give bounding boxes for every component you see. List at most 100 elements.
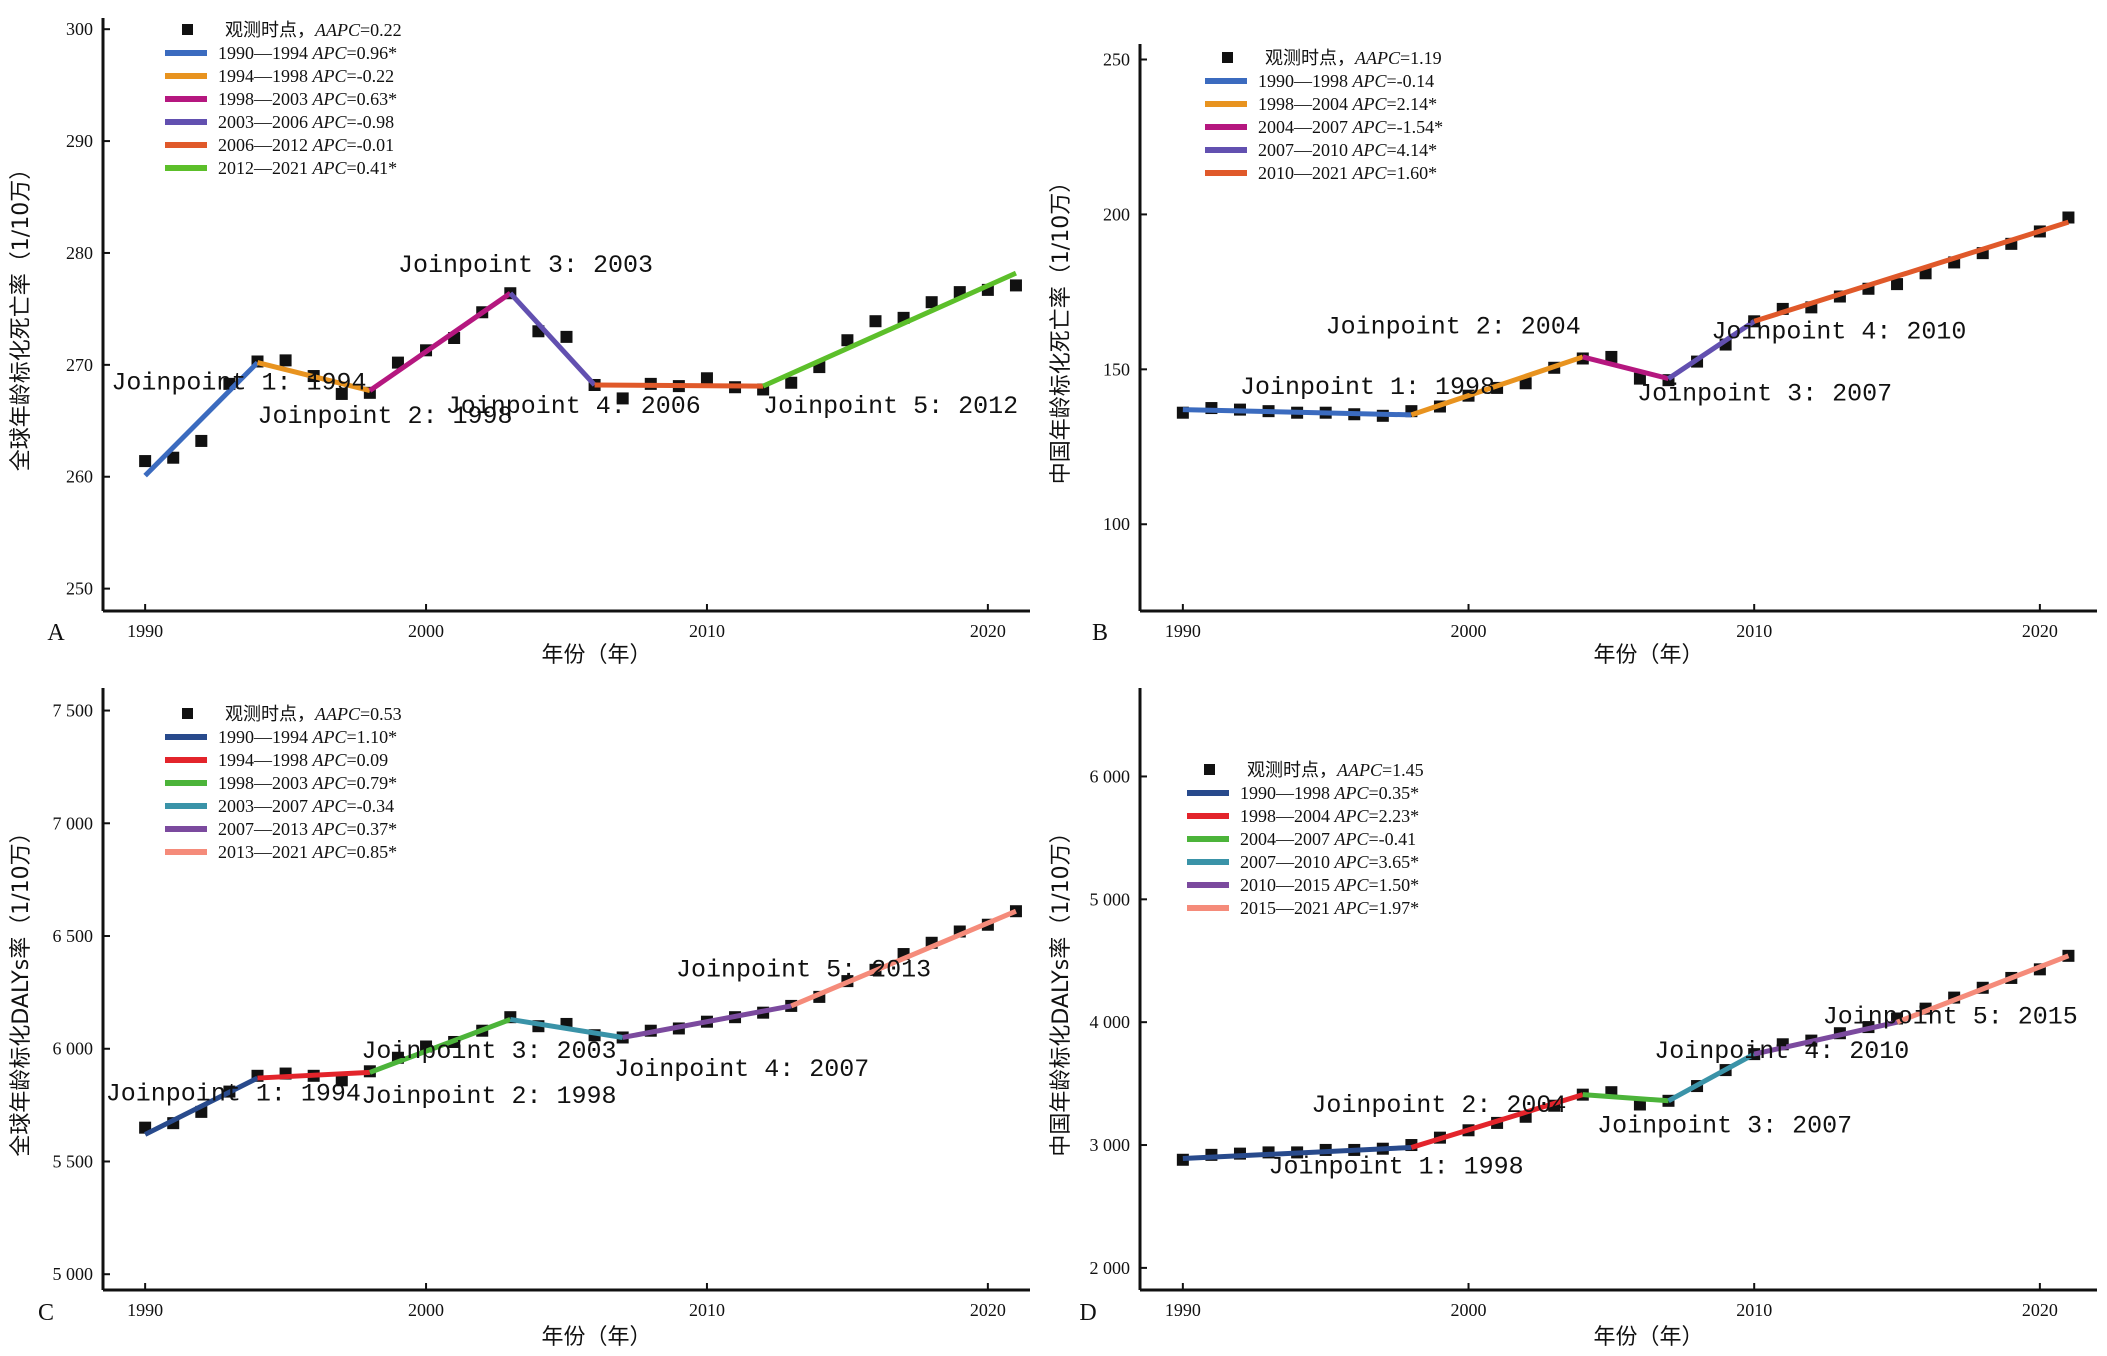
segment-line-1994—1998	[257, 1069, 370, 1081]
observed-point	[869, 315, 882, 328]
legend-entry: 2010—2021 APC=1.60*	[1258, 163, 1437, 183]
x-axis-label: 年份（年）	[1593, 1325, 1703, 1350]
x-tick-label: 2000	[1451, 621, 1487, 641]
joinpoint-annotation: Joinpoint 2: 2004	[1311, 1091, 1566, 1120]
y-tick-label: 250	[1103, 49, 1130, 69]
x-tick-label: 2020	[2022, 621, 2058, 641]
joinpoint-annotation: Joinpoint 1: 1994	[106, 1080, 361, 1109]
x-tick-label: 2000	[1451, 1300, 1487, 1320]
legend-entry: 2007—2010 APC=4.14*	[1258, 140, 1437, 160]
segment-line-2007—2010	[1667, 319, 1756, 381]
legend: 观测时点，AAPC=1.45 1990—1998 APC=0.35* 1998—20…	[1187, 760, 1424, 918]
segment-line-1990—1998	[1182, 407, 1412, 418]
segment-line-2006—2012	[594, 382, 764, 389]
joinpoint-annotation: Joinpoint 4: 2006	[446, 392, 701, 421]
observed-point	[1605, 350, 1618, 363]
x-tick-label: 2010	[689, 1300, 725, 1320]
y-tick-label: 7 500	[53, 701, 94, 721]
y-tick-label: 6 500	[53, 926, 94, 946]
legend-observed-label: 观测时点，AAPC=0.22	[225, 20, 402, 40]
joinpoint-annotation: Joinpoint 1: 1998	[1269, 1152, 1524, 1181]
segment-line-1998—2003	[368, 1017, 512, 1075]
x-tick-label: 1990	[127, 1300, 163, 1320]
panel-label: B	[1092, 620, 1108, 646]
x-tick-label: 2010	[1736, 621, 1772, 641]
y-tick-label: 300	[66, 19, 93, 39]
legend-observed-marker	[182, 708, 193, 719]
x-axis-label: 年份（年）	[1593, 643, 1703, 668]
observed-point	[560, 330, 573, 343]
segment-line-2003—2006	[508, 291, 597, 387]
observed-point	[279, 354, 292, 367]
y-tick-label: 3 000	[1090, 1135, 1131, 1155]
joinpoint-annotation: Joinpoint 1: 1994	[111, 368, 366, 397]
legend-entry: 2007—2010 APC=3.65*	[1240, 852, 1419, 872]
observed-point	[700, 372, 713, 385]
legend-observed-label: 观测时点，AAPC=1.45	[1247, 760, 1424, 780]
legend-entry: 2007—2013 APC=0.37*	[218, 819, 397, 839]
y-tick-label: 250	[66, 579, 93, 599]
segment-line-1998—2004	[1410, 1092, 1584, 1150]
legend-entry: 2013—2021 APC=0.85*	[218, 842, 397, 862]
y-tick-label: 100	[1103, 514, 1130, 534]
segment-line-1990—1994	[144, 1075, 259, 1137]
x-tick-label: 2000	[408, 621, 444, 641]
legend-entry: 1998—2004 APC=2.14*	[1258, 94, 1437, 114]
legend-observed-marker	[1204, 764, 1215, 775]
legend: 观测时点，AAPC=0.22 1990—1994 APC=0.96* 1994—19…	[165, 20, 402, 178]
legend-observed-marker	[1222, 52, 1233, 63]
segment-line-2007—2013	[622, 1003, 792, 1040]
observed-point	[925, 296, 938, 309]
y-tick-label: 6 000	[53, 1039, 94, 1059]
segment-line-2012—2021	[762, 270, 1017, 389]
legend: 观测时点，AAPC=1.19 1990—1998 APC=-0.14 1998—20…	[1205, 48, 1443, 183]
legend-entry: 1998—2003 APC=0.63*	[218, 89, 397, 109]
joinpoint-annotation: Joinpoint 2: 1998	[361, 1082, 616, 1111]
y-tick-label: 5 500	[53, 1151, 94, 1171]
legend-entry: 2004—2007 APC=-1.54*	[1258, 117, 1443, 137]
legend-observed-label: 观测时点，AAPC=0.53	[225, 704, 402, 724]
y-tick-label: 4 000	[1090, 1012, 1131, 1032]
observed-point	[1519, 377, 1532, 390]
legend-entry: 1998—2004 APC=2.23*	[1240, 806, 1419, 826]
observed-point	[841, 334, 854, 347]
legend-entry: 1994—1998 APC=0.09	[218, 750, 388, 770]
x-tick-label: 1990	[127, 621, 163, 641]
y-axis-label: 中国年龄标化死亡率（1/10万）	[1049, 171, 1074, 484]
segment-line-2007—2010	[1667, 1051, 1756, 1103]
panel-c: 5 000 5 500 6 000 6 500 7 000 7 500 1990 2000 20…	[9, 688, 1030, 1350]
joinpoint-annotation: Joinpoint 4: 2010	[1711, 317, 1966, 346]
x-tick-label: 2010	[689, 621, 725, 641]
joinpoint-annotation: Joinpoint 3: 2003	[361, 1037, 616, 1066]
joinpoint-annotation: Joinpoint 5: 2012	[763, 392, 1018, 421]
segment-line-2010—2021	[1753, 219, 2070, 324]
y-axis-label: 全球年龄标化死亡率（1/10万）	[9, 158, 34, 471]
observed-point	[335, 387, 348, 400]
joinpoint-annotation: Joinpoint 5: 2013	[676, 956, 931, 985]
observed-point	[167, 451, 180, 464]
joinpoint-annotation: Joinpoint 3: 2003	[398, 251, 653, 280]
legend-entry: 1990—1994 APC=1.10*	[218, 727, 397, 747]
observed-point	[195, 434, 208, 447]
observed-point	[560, 1017, 573, 1030]
joinpoint-annotation: Joinpoint 5: 2015	[1823, 1002, 2078, 1031]
y-tick-label: 280	[66, 243, 93, 263]
segment-line-1998—2004	[1410, 354, 1584, 418]
observed-point	[1009, 279, 1022, 292]
y-tick-label: 5 000	[1090, 889, 1131, 909]
observed-point	[391, 356, 404, 369]
y-tick-label: 260	[66, 467, 93, 487]
joinpoint-annotation: Joinpoint 3: 2007	[1597, 1112, 1852, 1141]
x-tick-label: 2010	[1736, 1300, 1772, 1320]
y-tick-label: 2 000	[1090, 1258, 1131, 1278]
joinpoint-annotation: Joinpoint 1: 1998	[1240, 373, 1495, 402]
legend: 观测时点，AAPC=0.53 1990—1994 APC=1.10* 1994—19…	[165, 704, 402, 862]
legend-entry: 2010—2015 APC=1.50*	[1240, 875, 1419, 895]
x-tick-label: 2000	[408, 1300, 444, 1320]
legend-entry: 1990—1998 APC=-0.14	[1258, 71, 1434, 91]
y-tick-label: 6 000	[1090, 766, 1131, 786]
y-axis-label: 全球年龄标化DALYs率（1/10万）	[9, 821, 34, 1156]
legend-entry: 1998—2003 APC=0.79*	[218, 773, 397, 793]
segment-line-2004—2007	[1582, 354, 1670, 382]
